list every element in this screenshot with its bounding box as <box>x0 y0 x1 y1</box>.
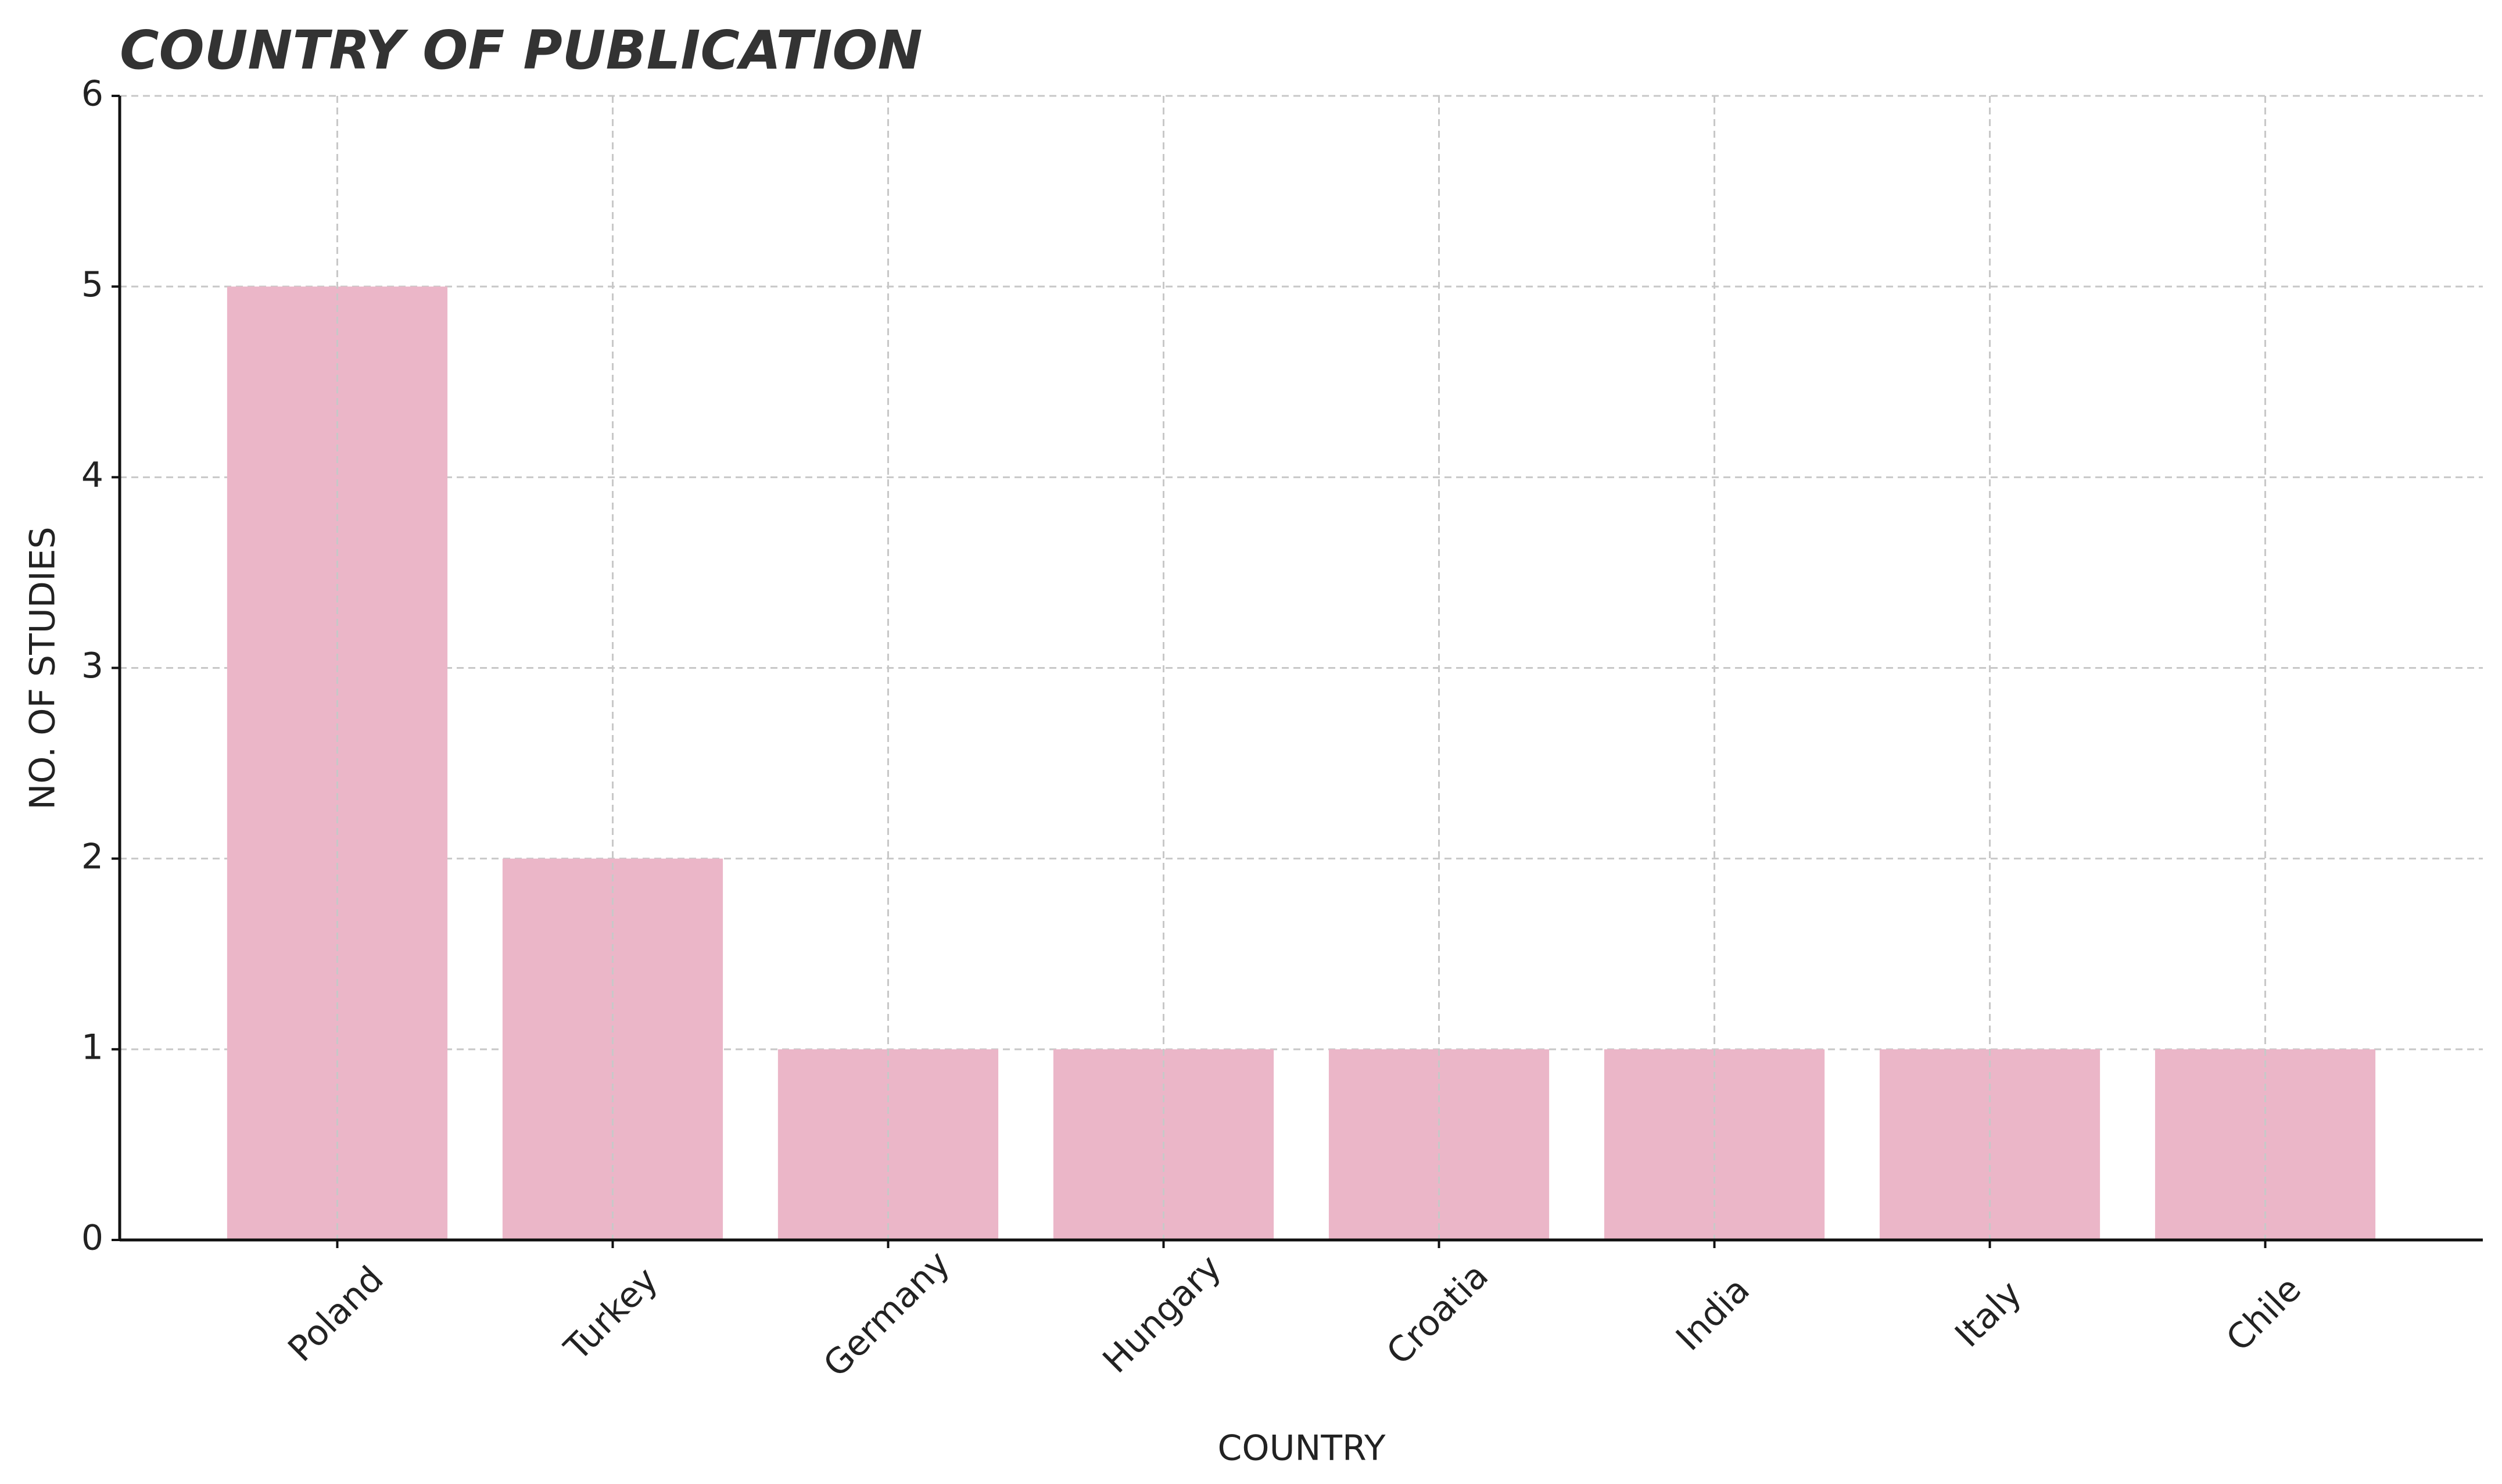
x-axis-label: COUNTRY <box>1217 1428 1385 1469</box>
y-tick-label: 5 <box>81 264 103 305</box>
x-tick-label: Hungary <box>1095 1247 1230 1381</box>
chart-title: COUNTRY OF PUBLICATION <box>120 19 923 81</box>
x-tick-label: India <box>1668 1270 1758 1359</box>
x-tick-label: Croatia <box>1379 1256 1496 1373</box>
x-tick-label: Germany <box>816 1243 958 1385</box>
y-tick-label: 0 <box>81 1218 103 1259</box>
y-tick-label: 3 <box>81 646 103 686</box>
y-tick-label: 6 <box>81 74 103 114</box>
x-tick-label: Italy <box>1947 1273 2030 1356</box>
x-tick-label: Poland <box>280 1259 391 1370</box>
y-tick-label: 2 <box>81 836 103 877</box>
y-tick-label: 1 <box>81 1027 103 1067</box>
x-tick-label: Turkey <box>557 1260 666 1369</box>
y-tick-label: 4 <box>81 455 103 496</box>
x-tick-label: Chile <box>2218 1269 2309 1360</box>
y-axis-label: NO. OF STUDIES <box>23 526 63 809</box>
